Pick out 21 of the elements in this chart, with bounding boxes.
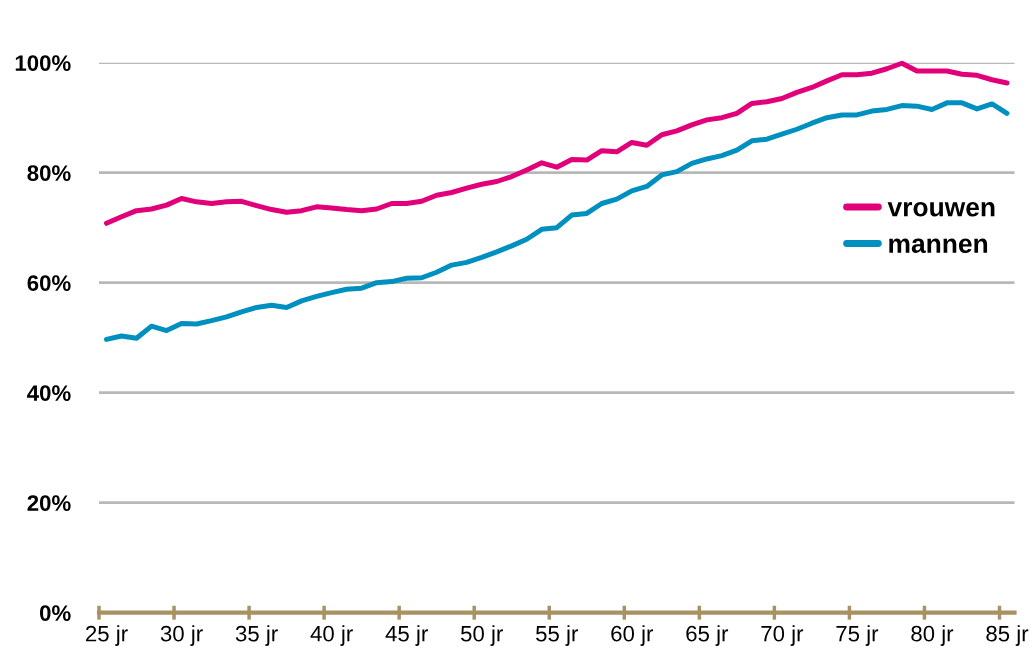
x-tick-label: 25 jr <box>86 625 128 646</box>
x-tick-label: 75 jr <box>836 625 879 646</box>
x-tick-label: 60 jr <box>611 625 654 646</box>
y-tick-label: 40% <box>27 385 71 401</box>
x-tick-label: 70 jr <box>761 625 804 646</box>
x-tick-label: 85 jr <box>986 625 1029 646</box>
legend-label: mannen <box>889 238 988 254</box>
x-tick-label: 30 jr <box>160 625 203 646</box>
y-tick-label: 100% <box>15 55 71 71</box>
y-tick-label: 80% <box>27 165 71 181</box>
x-tick-label: 35 jr <box>235 625 278 646</box>
x-tick-label: 80 jr <box>911 625 954 646</box>
legend-label: vrouwen <box>887 202 995 217</box>
y-tick-label: 0% <box>39 605 71 621</box>
x-tick-label: 55 jr <box>536 625 578 646</box>
x-tick-label: 50 jr <box>460 625 503 646</box>
y-tick-label: 60% <box>27 275 71 291</box>
x-tick-label: 65 jr <box>686 625 729 646</box>
x-tick-label: 45 jr <box>385 625 428 646</box>
y-tick-label: 20% <box>27 495 71 511</box>
x-tick-label: 40 jr <box>310 625 353 646</box>
